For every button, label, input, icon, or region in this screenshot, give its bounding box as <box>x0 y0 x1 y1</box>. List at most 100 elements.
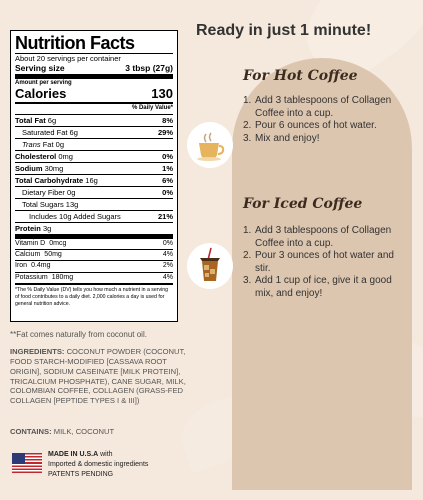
serving-size-row: Serving size 3 tbsp (27g) <box>15 63 173 74</box>
step-text: Pour 6 ounces of hot water. <box>255 120 377 131</box>
step-text: Pour 3 ounces of hot water and stir. <box>255 250 394 274</box>
made-in-suffix: with <box>100 451 113 458</box>
hot-coffee-steps: 1. Add 3 tablespoons of Collagen Coffee i… <box>243 95 411 145</box>
step-item: 3. Mix and enjoy! <box>243 132 320 144</box>
daily-value-footnote: *The % Daily Value (DV) tells you how mu… <box>15 287 169 307</box>
servings-per-container: About 20 servings per container <box>15 54 121 63</box>
nutrition-facts-label: Nutrition Facts About 20 servings per co… <box>10 30 178 322</box>
ingredients-block: INGREDIENTS: COCONUT POWDER (COCONUT, FO… <box>10 347 190 406</box>
nutrient-amount: 3g <box>42 223 52 233</box>
step-item: 1. Add 3 tablespoons of Collagen Coffee i… <box>243 95 411 120</box>
step-item: 2. Pour 3 ounces of hot water and stir. <box>243 250 411 275</box>
divider <box>15 248 173 250</box>
divider <box>15 233 173 239</box>
vitamin-row-calcium: Calcium 50mg 4% <box>15 250 173 260</box>
iced-coffee-heading: For Iced Coffee <box>243 196 363 212</box>
vitamin-dv: 4% <box>162 273 173 281</box>
vitamin-label: Vitamin D <box>15 239 46 247</box>
vitamin-amount: 180mg <box>51 273 74 281</box>
calories-label: Calories <box>15 86 67 102</box>
daily-value-header: % Daily Value* <box>131 105 173 112</box>
nutrient-row-dietary-fiber: Dietary Fiber 0g 0% <box>15 185 173 198</box>
vitamin-dv: 0% <box>162 239 173 247</box>
step-item: 1. Add 3 tablespoons of Collagen Coffee i… <box>243 225 411 250</box>
nutrient-dv: 29% <box>157 127 173 137</box>
nutrient-amount: 0g <box>55 139 64 149</box>
divider <box>15 53 173 54</box>
nutrient-row-total-carbohydrate: Total Carbohydrate 16g 6% <box>15 173 173 186</box>
divider <box>15 260 173 262</box>
headline: Ready in just 1 minute! <box>196 22 372 39</box>
nutrient-amount: 0g <box>67 187 76 197</box>
nutrition-title: Nutrition Facts <box>15 33 135 53</box>
amount-per-serving: Amount per serving <box>15 80 72 87</box>
calories-value: 130 <box>151 86 173 102</box>
nutrient-row-sodium: Sodium 30mg 1% <box>15 161 173 174</box>
nutrient-row-added-sugars: Includes 10g Added Sugars 21% <box>15 209 173 222</box>
made-in-label: MADE IN U.S.A <box>48 451 99 458</box>
divider <box>15 74 173 80</box>
ingredients-label: INGREDIENTS: <box>10 347 65 356</box>
nutrient-amount: 6g <box>47 115 57 125</box>
nutrient-label: Cholesterol <box>15 151 57 161</box>
serving-size-value: 3 tbsp (27g) <box>125 63 173 73</box>
instructions-panel <box>232 58 412 490</box>
nutrient-amount: 30mg <box>44 163 64 173</box>
vitamin-row-iron: Iron 0.4mg 2% <box>15 261 173 271</box>
hot-coffee-cup-icon <box>187 122 233 168</box>
nutrient-amount: 0mg <box>58 151 73 161</box>
nutrient-amount: 6g <box>69 127 78 137</box>
imported-ingredients: Imported & domestic ingredients <box>48 461 149 469</box>
nutrient-amount: 16g <box>85 175 98 185</box>
vitamin-row-potassium: Potassium 180mg 4% <box>15 273 173 283</box>
nutrient-row-cholesterol: Cholesterol 0mg 0% <box>15 149 173 162</box>
nutrient-label: Includes 10g Added Sugars <box>29 211 121 221</box>
nutrient-label: Sodium <box>15 163 43 173</box>
nutrient-dv: 1% <box>162 163 173 173</box>
contains-line: CONTAINS: MILK, COCONUT <box>10 427 114 436</box>
nutrient-label: Total Fat <box>15 115 46 125</box>
iced-coffee-cup-icon <box>187 243 233 289</box>
nutrient-row-trans-fat: Trans Fat 0g <box>15 137 173 150</box>
vitamin-row-vitamin-d: Vitamin D 0mcg 0% <box>15 239 173 249</box>
patents-pending: PATENTS PENDING <box>48 471 114 479</box>
ingredients-text: COCONUT POWDER (COCONUT, FOOD STARCH-MOD… <box>10 347 186 406</box>
nutrient-label: Protein <box>15 223 41 233</box>
us-flag-icon <box>12 453 42 473</box>
vitamin-label: Potassium <box>15 273 48 281</box>
nutrient-dv: 0% <box>162 187 173 197</box>
nutrient-dv: 8% <box>162 115 173 125</box>
nutrient-label: Total Carbohydrate <box>15 175 84 185</box>
fat-note: **Fat comes naturally from coconut oil. <box>10 330 147 339</box>
nutrient-label: Dietary Fiber <box>22 187 65 197</box>
nutrient-label: Saturated Fat <box>22 127 68 137</box>
nutrient-row-saturated-fat: Saturated Fat 6g 29% <box>15 125 173 138</box>
vitamin-amount: 0.4mg <box>31 262 51 270</box>
made-in-usa-block: MADE IN U.S.A with Imported & domestic i… <box>48 450 148 480</box>
calories-row: Calories 130 <box>15 87 173 100</box>
nutrient-dv: 0% <box>162 151 173 161</box>
nutrient-row-total-sugars: Total Sugars 13g <box>15 197 173 210</box>
serving-size-label: Serving size <box>15 63 65 73</box>
nutrient-amount: 13g <box>65 199 79 209</box>
step-item: 3. Add 1 cup of ice, give it a good mix, … <box>243 275 411 300</box>
divider <box>15 283 173 286</box>
step-text: Mix and enjoy! <box>255 132 320 144</box>
contains-label: CONTAINS: <box>10 427 52 436</box>
divider <box>15 102 173 105</box>
vitamin-dv: 2% <box>162 262 173 270</box>
step-text: Add 1 cup of ice, give it a good mix, an… <box>255 275 392 299</box>
nutrient-dv: 21% <box>157 211 173 221</box>
step-text: Add 3 tablespoons of Collagen Coffee int… <box>255 95 392 119</box>
iced-coffee-steps: 1. Add 3 tablespoons of Collagen Coffee i… <box>243 225 411 300</box>
nutrient-row-total-fat: Total Fat 6g 8% <box>15 113 173 126</box>
step-text: Add 3 tablespoons of Collagen Coffee int… <box>255 225 392 249</box>
vitamin-label: Iron <box>15 262 28 270</box>
hot-coffee-heading: For Hot Coffee <box>243 68 358 84</box>
nutrient-row-protein: Protein 3g <box>15 221 173 234</box>
vitamin-label: Calcium <box>15 250 41 258</box>
nutrient-label: Total Sugars <box>22 199 64 209</box>
nutrient-label: Trans <box>22 139 41 149</box>
contains-text: MILK, COCONUT <box>53 427 115 436</box>
